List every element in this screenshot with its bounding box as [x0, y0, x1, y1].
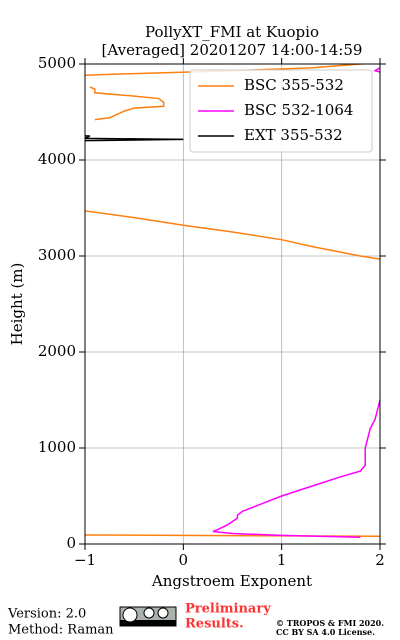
preliminary: Preliminary	[185, 602, 271, 617]
y-tick-label: 2000	[38, 342, 76, 360]
plot-frame	[84, 63, 381, 545]
preliminary: Results.	[185, 617, 244, 632]
chart-title: PollyXT_FMI at Kuopio	[145, 23, 319, 41]
x-axis-label: Angstroem Exponent	[151, 572, 312, 590]
legend-label: EXT 355-532	[244, 126, 343, 144]
legend-box	[189, 69, 373, 153]
legend-label: BSC 532-1064	[244, 101, 353, 119]
copyright: © TROPOS & FMI 2020.	[276, 618, 384, 628]
y-tick-label: 1000	[38, 438, 76, 456]
version: Version: 2.0	[7, 607, 86, 622]
cc-badge	[119, 606, 177, 627]
method: Method: Raman	[8, 623, 114, 638]
y-axis-label: Height (m)	[8, 263, 26, 346]
data-line	[85, 135, 184, 142]
y-tick-label: 0	[66, 534, 76, 552]
y-tick-label: 3000	[38, 246, 76, 264]
y-tick-label: 4000	[38, 150, 76, 168]
legend-label: BSC 355-532	[244, 76, 344, 94]
x-tick-label: 0	[179, 551, 189, 569]
y-tick-label: 5000	[38, 54, 76, 72]
x-tick-label: 2	[375, 551, 385, 569]
copyright: CC BY SA 4.0 License.	[276, 627, 375, 637]
data-line	[85, 64, 380, 537]
x-tick-label: 1	[277, 551, 287, 569]
data-line	[212, 67, 380, 539]
x-tick-label: −1	[74, 551, 96, 569]
chart-subtitle: [Averaged] 20201207 14:00-14:59	[102, 41, 363, 59]
